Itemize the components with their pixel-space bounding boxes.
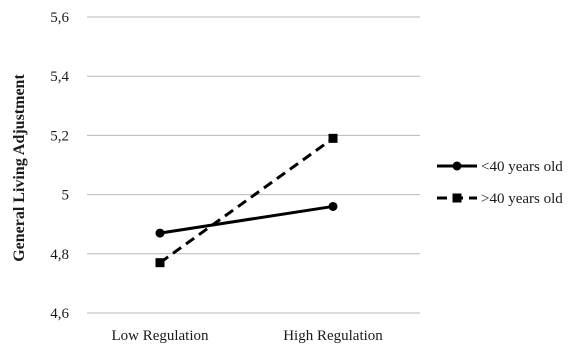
legend-marker (452, 193, 462, 203)
y-tick-label: 4,6 (50, 306, 69, 322)
legend-item: <40 years old (437, 159, 563, 175)
series-line (159, 137, 334, 264)
legend-item: >40 years old (437, 191, 563, 207)
y-tick-label: 4,8 (50, 247, 69, 263)
y-tick-label: 5,2 (50, 128, 69, 144)
legend-label: <40 years old (481, 159, 563, 175)
x-tick-label: Low Regulation (111, 328, 209, 344)
gridlines (87, 16, 420, 314)
y-tick-label: 5 (62, 188, 70, 204)
series-line (159, 204, 334, 235)
x-axis-ticks: Low Regulation High Regulation (111, 328, 383, 344)
data-point (155, 258, 165, 268)
y-tick-label: 5,4 (50, 69, 69, 85)
series-group (155, 133, 338, 268)
data-point (155, 228, 165, 238)
y-axis-title: General Living Adjustment (11, 74, 28, 262)
legend: <40 years old >40 years old (437, 159, 563, 207)
series-1 (155, 201, 338, 238)
data-point (328, 133, 338, 143)
legend-marker (452, 161, 462, 171)
y-axis-ticks: 4,6 4,8 5 5,2 5,4 5,6 (50, 10, 69, 322)
legend-label: >40 years old (481, 191, 563, 207)
data-point (328, 201, 338, 211)
x-tick-label: High Regulation (283, 328, 383, 344)
series-2 (155, 133, 338, 268)
y-tick-label: 5,6 (50, 10, 69, 26)
